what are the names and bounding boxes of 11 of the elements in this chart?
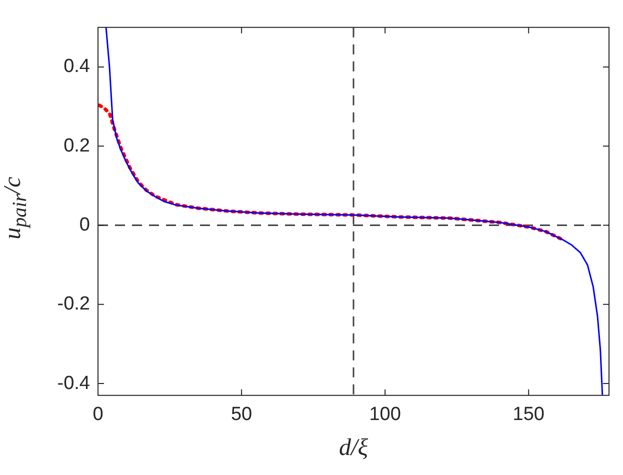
x-tick-label: 50: [230, 404, 252, 426]
y-tick-label: -0.2: [57, 294, 90, 315]
line-series: [98, 104, 565, 242]
x-tick-label: 100: [369, 404, 401, 426]
x-tick-label: 150: [512, 404, 544, 426]
y-tick-label: 0.2: [64, 135, 90, 156]
x-axis-title: d/ξ: [339, 434, 369, 461]
y-tick-label: 0: [79, 214, 90, 236]
x-tick-label: 0: [92, 404, 104, 426]
y-tick-label: -0.4: [57, 372, 90, 394]
y-tick-label: 0.4: [64, 56, 90, 78]
